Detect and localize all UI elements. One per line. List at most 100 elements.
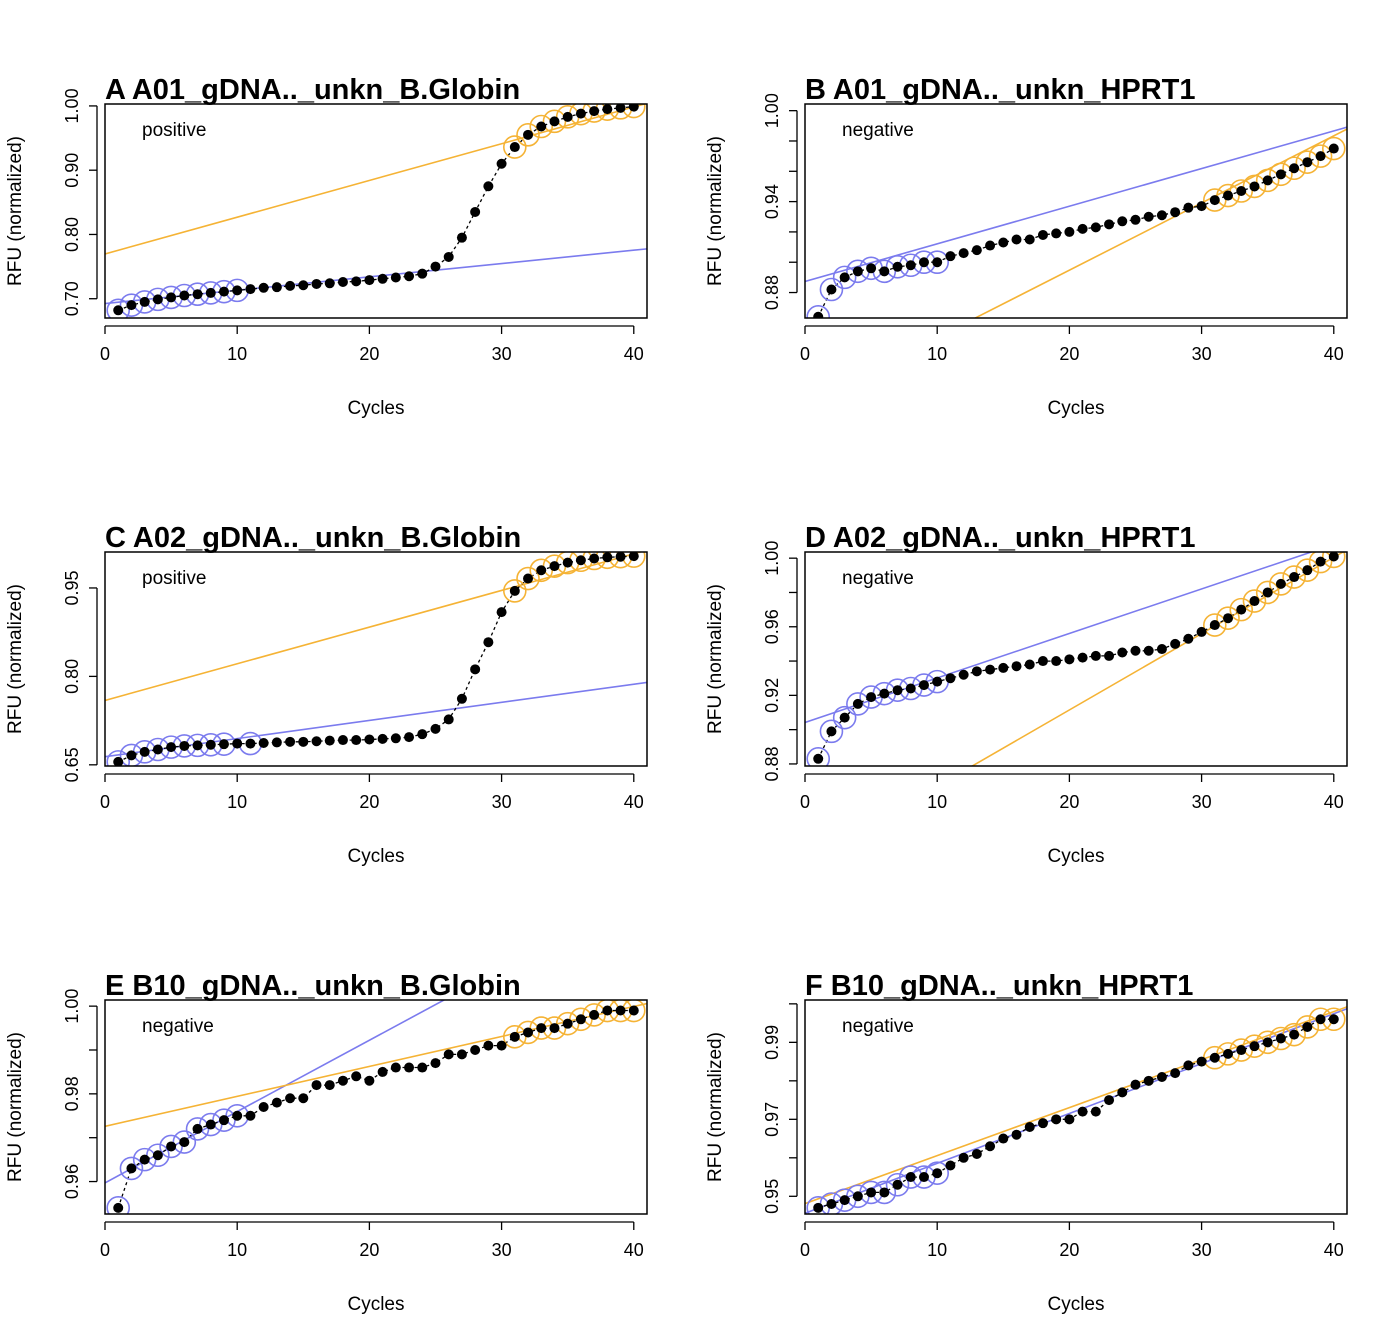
data-point [218,286,229,297]
x-tick-label: 30 [492,792,512,812]
data-point [404,732,415,743]
data-point [1170,1068,1181,1079]
data-point [958,1152,969,1163]
data-point [1117,647,1128,658]
data-point [364,734,375,745]
data-point [813,753,824,764]
x-tick-label: 40 [1324,1240,1344,1260]
highlight-circles [806,552,1346,766]
data-point [985,240,996,251]
data-point [1315,556,1326,567]
data-point [1051,1114,1062,1125]
data-point [1249,596,1260,607]
data-point [1064,226,1075,237]
data-point [298,280,309,291]
data-point [1249,1041,1260,1052]
data-point [285,736,296,747]
data-point [945,1160,956,1171]
y-tick-label: 1.00 [62,989,82,1024]
y-tick-label: 1.00 [762,93,782,128]
x-tick-label: 10 [227,1240,247,1260]
plateau-point-marker [1269,162,1293,187]
data-point [549,116,560,127]
data-point [575,108,586,119]
x-tick-label: 20 [1059,1240,1079,1260]
plateau-point-marker [1321,136,1346,161]
data-point [509,585,520,596]
plateau-point-marker [542,109,567,134]
data-point [152,294,163,305]
data-point [1236,185,1247,196]
data-point [390,733,401,744]
data-point [945,251,956,262]
data-point [905,1172,916,1183]
data-point [589,106,600,117]
data-point [166,1141,177,1152]
data-point [285,1093,296,1104]
data-point [523,1027,534,1038]
data-point [971,245,982,256]
data-point [628,1005,639,1016]
data-point [324,735,335,746]
x-tick-label: 40 [624,344,644,364]
data-point [258,738,269,749]
x-tick-label: 40 [1324,344,1344,364]
plateau-fit-line [105,104,647,255]
data-point [1011,234,1022,245]
data-point [549,561,560,572]
plateau-point-marker [1255,168,1280,193]
data-point [562,1018,573,1029]
data-point [1315,1014,1326,1025]
data-point [1037,656,1048,667]
x-tick-label: 20 [359,344,379,364]
y-tick-label: 0.97 [762,1102,782,1137]
plateau-point-marker [1216,183,1240,208]
data-point [1328,552,1339,562]
data-point [232,1110,243,1121]
background-point-marker [806,304,831,318]
plateau-point-marker [1282,156,1306,181]
x-tick-label: 30 [1192,344,1212,364]
y-tick-label: 0.98 [62,1076,82,1111]
data-point [1064,1114,1075,1125]
amplification-curve [117,105,634,311]
data-point [285,280,296,291]
data-point [562,111,573,122]
data-point [152,1150,163,1161]
data-point [1090,650,1101,661]
data-point [971,666,982,677]
data-point [351,1071,362,1082]
y-tick-label: 0.90 [62,153,82,188]
data-point [1262,1037,1273,1048]
plateau-point-marker [1295,1015,1320,1039]
data-point [417,1062,428,1073]
data-point [179,290,190,301]
data-point [390,1062,401,1073]
background-point-marker [832,265,857,290]
background-fit-line [805,126,1347,283]
data-point [575,1014,586,1025]
data-point [337,277,348,288]
plot-frame [104,999,648,1215]
plateau-point-marker [1242,174,1267,199]
data-point [892,261,903,272]
data-point [496,1040,507,1051]
data-point [1223,1048,1234,1059]
plateau-point-marker [1216,606,1240,630]
data-point [1196,201,1207,212]
data-point [417,729,428,740]
data-point [139,296,150,307]
data-point [852,698,863,709]
y-axis-label: RFU (normalized) [705,1032,726,1182]
data-point [549,1023,560,1034]
background-point-marker [846,692,870,716]
data-point [813,1202,824,1213]
data-point [1328,143,1339,154]
chart-title: B A01_gDNA.._unkn_HPRT1 [805,74,1196,106]
data-point [1156,210,1167,221]
data-point [298,1093,309,1104]
data-point [985,664,996,675]
data-point [918,257,929,268]
plateau-point-marker [1295,558,1320,582]
